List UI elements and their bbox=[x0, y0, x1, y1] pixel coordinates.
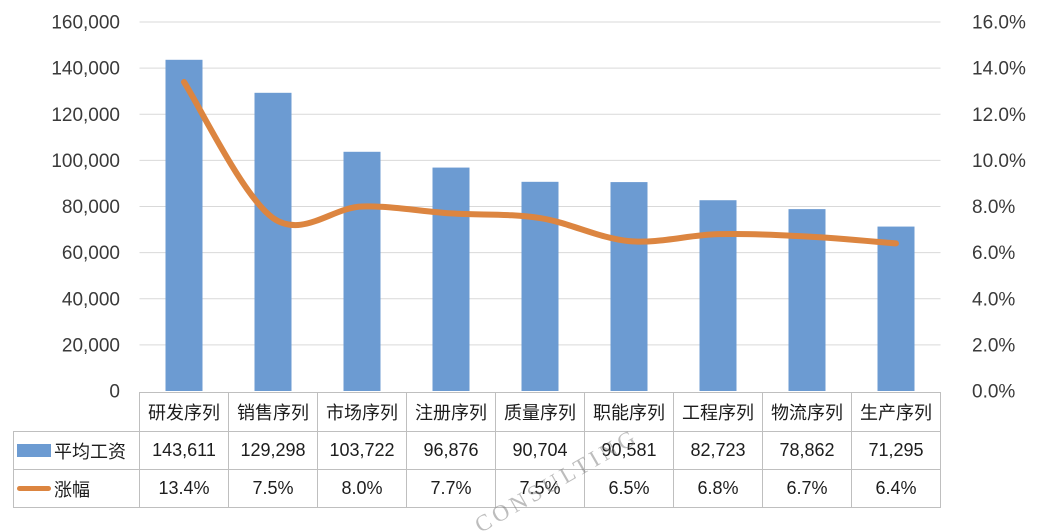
left-axis-tick: 140,000 bbox=[51, 59, 120, 80]
left-axis-ticks: 160,000 140,000 120,000 100,000 80,000 60,000… bbox=[51, 13, 120, 403]
growth-line-path bbox=[181, 78, 899, 247]
left-axis-tick: 60,000 bbox=[62, 243, 120, 264]
table-cell: 78,862 bbox=[763, 432, 852, 470]
bar bbox=[610, 182, 648, 391]
table-cell: 6.8% bbox=[674, 470, 763, 508]
right-axis-tick: 0.0% bbox=[972, 382, 1015, 403]
bar bbox=[521, 181, 559, 391]
category-header: 市场序列 bbox=[318, 392, 407, 432]
right-axis-ticks: 16.0% 14.0% 12.0% 10.0% 8.0% 6.0% 4.0% 2.0% 0.0% bbox=[972, 13, 1026, 403]
table-cell: 6.5% bbox=[585, 470, 674, 508]
table-cell: 7.7% bbox=[407, 470, 496, 508]
legend-cell-salary: 平均工资 bbox=[13, 432, 140, 470]
table-cell: 103,722 bbox=[318, 432, 407, 470]
right-axis-tick: 2.0% bbox=[972, 335, 1015, 356]
table-cell: 6.4% bbox=[852, 470, 941, 508]
left-axis-tick: 120,000 bbox=[51, 105, 120, 126]
left-axis-tick: 0 bbox=[109, 382, 120, 403]
table-cell: 96,876 bbox=[407, 432, 496, 470]
bar bbox=[877, 226, 915, 391]
table-cell: 13.4% bbox=[140, 470, 229, 508]
chart-data-table: 研发序列 销售序列 市场序列 注册序列 质量序列 职能序列 工程序列 物流序列 生产序列平均工资… bbox=[13, 392, 941, 508]
table-cell: 71,295 bbox=[852, 432, 941, 470]
category-header: 物流序列 bbox=[763, 392, 852, 432]
line-legend-swatch-icon bbox=[17, 486, 51, 491]
category-header: 生产序列 bbox=[852, 392, 941, 432]
category-header: 注册序列 bbox=[407, 392, 496, 432]
right-axis-tick: 16.0% bbox=[972, 13, 1026, 34]
bar-legend-swatch-icon bbox=[17, 444, 51, 457]
right-axis-tick: 10.0% bbox=[972, 151, 1026, 172]
left-axis-tick: 40,000 bbox=[62, 289, 120, 310]
table-cell: 7.5% bbox=[229, 470, 318, 508]
bar bbox=[254, 92, 292, 391]
salary-bars bbox=[165, 59, 915, 392]
left-axis-tick: 20,000 bbox=[62, 335, 120, 356]
series-name: 平均工资 bbox=[54, 441, 126, 462]
left-axis-tick: 160,000 bbox=[51, 13, 120, 34]
legend-cell-growth: 涨幅 bbox=[13, 470, 140, 508]
category-header: 工程序列 bbox=[674, 392, 763, 432]
right-axis-tick: 12.0% bbox=[972, 105, 1026, 126]
table-cell: 90,704 bbox=[496, 432, 585, 470]
category-header: 职能序列 bbox=[585, 392, 674, 432]
bar bbox=[165, 59, 203, 392]
table-cell: 82,723 bbox=[674, 432, 763, 470]
table-cell: 143,611 bbox=[140, 432, 229, 470]
left-axis-tick: 80,000 bbox=[62, 197, 120, 218]
bar bbox=[699, 200, 737, 391]
right-axis-tick: 8.0% bbox=[972, 197, 1015, 218]
right-axis-tick: 6.0% bbox=[972, 243, 1015, 264]
table-corner-blank bbox=[13, 392, 140, 432]
right-axis-tick: 14.0% bbox=[972, 59, 1026, 80]
growth-line bbox=[181, 78, 899, 247]
bar bbox=[343, 151, 381, 391]
table-cell: 129,298 bbox=[229, 432, 318, 470]
table-cell: 90,581 bbox=[585, 432, 674, 470]
table-cell: 6.7% bbox=[763, 470, 852, 508]
table-cell: 8.0% bbox=[318, 470, 407, 508]
right-axis-tick: 4.0% bbox=[972, 289, 1015, 310]
bar bbox=[432, 167, 470, 391]
series-name: 涨幅 bbox=[54, 479, 90, 500]
category-header: 研发序列 bbox=[140, 392, 229, 432]
category-header: 质量序列 bbox=[496, 392, 585, 432]
category-header: 销售序列 bbox=[229, 392, 318, 432]
table-cell: 7.5% bbox=[496, 470, 585, 508]
left-axis-tick: 100,000 bbox=[51, 151, 120, 172]
